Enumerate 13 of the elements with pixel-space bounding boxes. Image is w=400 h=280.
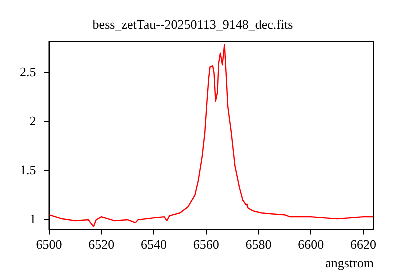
x-tick-label: 6540 (141, 237, 168, 252)
x-tick-label: 6620 (350, 237, 377, 252)
chart-title: bess_zetTau--20250113_9148_dec.fits (92, 17, 294, 32)
x-tick-label: 6520 (88, 237, 115, 252)
y-tick-label: 2.5 (20, 64, 36, 80)
y-tick-label: 1 (30, 211, 36, 226)
x-axis-title: angstrom (326, 256, 374, 271)
y-tick-label: 2 (30, 113, 36, 128)
x-tick-label: 6580 (246, 237, 272, 252)
x-tick-label: 6500 (36, 237, 62, 252)
x-tick-label: 6560 (193, 237, 220, 252)
y-tick-label: 1.5 (20, 162, 36, 178)
x-tick-label: 6600 (298, 237, 324, 252)
